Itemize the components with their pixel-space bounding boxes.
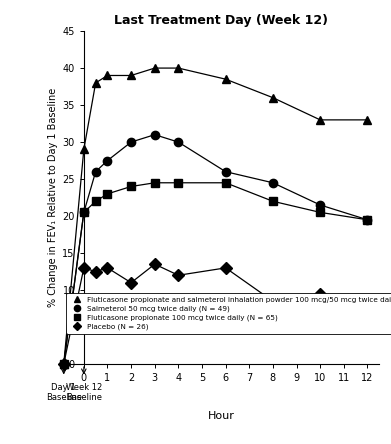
Legend: Fluticasone propionate and salmeterol inhalation powder 100 mcg/50 mcg twice dai: Fluticasone propionate and salmeterol in… [66,293,391,334]
Y-axis label: % Change in FEV₁ Relative to Day 1 Baseline: % Change in FEV₁ Relative to Day 1 Basel… [48,88,58,307]
X-axis label: Hour: Hour [208,411,234,421]
Text: Week 12
Baseline: Week 12 Baseline [66,383,102,402]
Text: Day 1
Baseline: Day 1 Baseline [46,383,82,402]
Title: Last Treatment Day (Week 12): Last Treatment Day (Week 12) [114,14,328,27]
